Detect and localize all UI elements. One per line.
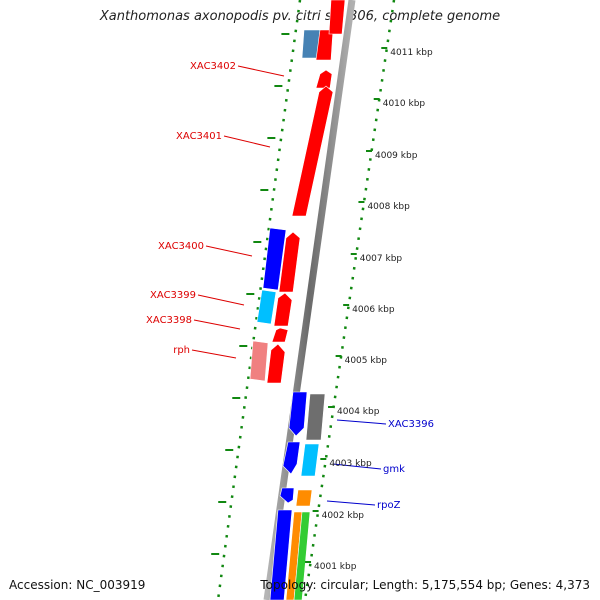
leader-xac3402 xyxy=(237,65,285,77)
tick-label: 4005 kbp xyxy=(345,356,388,366)
gene-blue-bottom[interactable] xyxy=(269,509,293,600)
gene-red-mid[interactable] xyxy=(278,231,301,293)
topology-text: Topology: circular; Length: 5,175,554 bp… xyxy=(260,578,590,592)
gene-cyan-gmk[interactable] xyxy=(300,443,320,477)
leader-rph xyxy=(191,349,237,359)
gene-xac3396[interactable] xyxy=(288,391,308,437)
tick-label: 4006 kbp xyxy=(352,305,395,315)
genome-backbone xyxy=(263,0,356,600)
map-title: Xanthomonas axonopodis pv. citri str. 30… xyxy=(99,9,501,24)
gene-green-bottom[interactable] xyxy=(293,511,311,600)
label-rpoz[interactable]: rpoZ xyxy=(377,500,401,511)
gene-rpoz[interactable] xyxy=(279,487,295,504)
label-xac3398[interactable]: XAC3398 xyxy=(146,315,192,326)
gene-gray[interactable] xyxy=(305,393,326,441)
tick-label: 4010 kbp xyxy=(383,99,426,109)
leader-xac3398 xyxy=(193,319,241,330)
gene-gmk[interactable] xyxy=(282,441,301,475)
gene-xac3398[interactable] xyxy=(271,327,289,343)
minor-ticks xyxy=(211,33,290,555)
gene-red-top[interactable] xyxy=(315,29,334,61)
tick-label: 4009 kbp xyxy=(375,151,418,161)
gene-orange-bottom[interactable] xyxy=(285,511,303,600)
label-xac3400[interactable]: XAC3400 xyxy=(158,241,204,252)
ring-outer xyxy=(216,0,302,600)
tick-label: 4003 kbp xyxy=(329,459,372,469)
leader-xac3399 xyxy=(197,294,245,306)
gene-rph[interactable] xyxy=(249,340,269,382)
tick-label: 4011 kbp xyxy=(390,48,433,58)
tick-label: 4008 kbp xyxy=(367,202,410,212)
leader-xac3401 xyxy=(223,135,271,148)
tick-label: 4007 kbp xyxy=(360,254,403,264)
tick-label: 4004 kbp xyxy=(337,407,380,417)
leader-rpoz xyxy=(326,500,376,506)
tick-label: 4001 kbp xyxy=(314,562,357,572)
gene-red-xac3398a[interactable] xyxy=(273,292,293,327)
kbp-tick-labels: 4011 kbp 4010 kbp 4009 kbp 4008 kbp 4007 kbp… xyxy=(305,47,433,572)
gene-features[interactable] xyxy=(249,0,346,600)
label-gmk[interactable]: gmk xyxy=(383,464,405,475)
gene-xac3401[interactable] xyxy=(291,85,334,217)
gene-xac3399[interactable] xyxy=(256,289,277,325)
label-leaders xyxy=(191,65,387,506)
label-rph[interactable]: rph xyxy=(173,345,190,356)
leader-xac3400 xyxy=(205,245,253,257)
label-xac3396[interactable]: XAC3396 xyxy=(388,419,434,430)
gene-xac3402[interactable] xyxy=(315,69,333,89)
accession-text: Accession: NC_003919 xyxy=(9,578,146,592)
label-xac3401[interactable]: XAC3401 xyxy=(176,131,222,142)
gene-red-topright[interactable] xyxy=(328,0,346,35)
gene-orange-rpoz[interactable] xyxy=(295,489,313,507)
tick-label: 4002 kbp xyxy=(322,511,365,521)
leader-xac3396 xyxy=(336,419,387,425)
label-xac3399[interactable]: XAC3399 xyxy=(150,290,196,301)
leader-gmk xyxy=(332,463,382,470)
label-xac3402[interactable]: XAC3402 xyxy=(190,61,236,72)
gene-red-rph[interactable] xyxy=(266,343,286,384)
gene-labels[interactable]: XAC3402 XAC3401 XAC3400 XAC3399 XAC3398 rph XA… xyxy=(146,61,434,511)
gene-xac3400[interactable] xyxy=(262,227,287,291)
